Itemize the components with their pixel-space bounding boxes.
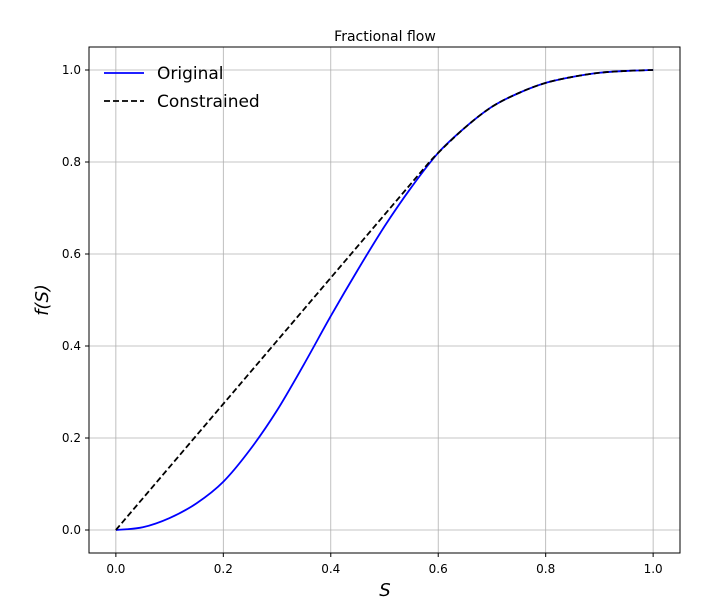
x-tick-label: 0.6	[429, 562, 448, 576]
x-tick-label: 0.0	[106, 562, 125, 576]
x-tick-label: 0.4	[321, 562, 340, 576]
y-tick-label: 0.0	[62, 523, 81, 537]
x-tick-label: 0.8	[536, 562, 555, 576]
plot-area-frame	[88, 46, 681, 554]
legend-label-constrained: Constrained	[157, 92, 260, 112]
grid	[89, 47, 680, 553]
y-tick-label: 1.0	[62, 63, 81, 77]
y-tick-label: 0.8	[62, 155, 81, 169]
y-tick-label: 0.4	[62, 339, 81, 353]
legend: Original Constrained	[104, 64, 260, 112]
x-tick-label: 0.2	[214, 562, 233, 576]
legend-label-original: Original	[157, 64, 224, 84]
y-tick-label: 0.2	[62, 431, 81, 445]
chart-title: Fractional flow	[334, 29, 436, 45]
series-line-original	[115, 69, 654, 531]
series-line-constrained	[115, 69, 654, 531]
y-tick-label: 0.6	[62, 247, 81, 261]
x-tick-label: 1.0	[644, 562, 663, 576]
y-axis-ticks: 0.0 0.2 0.4 0.6 0.8 1.0	[62, 63, 89, 537]
y-axis-label: f(S)	[32, 284, 53, 316]
x-axis-label: S	[379, 580, 390, 601]
x-axis-ticks: 0.0 0.2 0.4 0.6 0.8 1.0	[106, 553, 663, 576]
series-layer	[115, 69, 654, 531]
